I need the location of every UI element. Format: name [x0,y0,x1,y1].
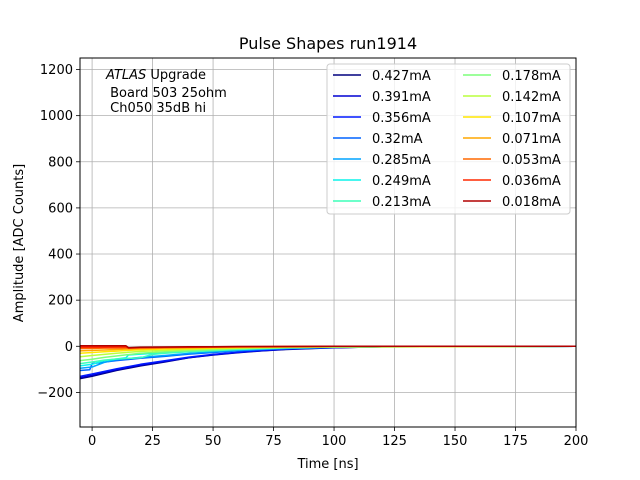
legend: 0.427mA 0.391mA 0.356mA 0.32mA 0.285mA 0.249m… [326,63,571,215]
x-tick-label: 75 [265,434,282,449]
y-tick-label: 800 [48,155,73,170]
legend-label: 0.213mA [372,195,431,210]
legend-label: 0.071mA [502,132,561,147]
legend-label: 0.249mA [372,174,431,189]
series-line-0.018mA [80,345,576,349]
legend-label: 0.391mA [372,90,431,105]
axis-ticks: 0 25 50 75 100 125 150 175 200 −200 0 200 400 600 800 1… [37,63,588,449]
x-tick-label: 125 [382,434,407,449]
legend-label: 0.285mA [372,153,431,168]
annotation-line-2: Board 503 25ohm [106,86,227,101]
x-tick-label: 0 [88,434,96,449]
annotation-line-3: Ch050 35dB hi [106,101,206,116]
legend-label: 0.178mA [502,69,561,84]
legend-label: 0.142mA [502,90,561,105]
annotation-atlas: ATLAS [105,68,146,83]
legend-box [326,63,571,215]
annotation-upgrade: Upgrade [146,68,206,83]
x-tick-label: 175 [503,434,528,449]
chart-title: Pulse Shapes run1914 [239,34,417,53]
plot-area-frame [79,57,577,428]
y-tick-label: 400 [48,248,73,263]
x-tick-label: 200 [564,434,589,449]
atlas-annotation: ATLAS Upgrade Board 503 25ohm Ch050 35dB… [105,68,227,116]
legend-label: 0.427mA [372,69,431,84]
x-axis-label: Time [ns] [296,457,358,472]
legend-label: 0.036mA [502,174,561,189]
x-tick-label: 100 [322,434,347,449]
legend-label: 0.356mA [372,111,431,126]
y-tick-label: 600 [48,201,73,216]
legend-label: 0.018mA [502,195,561,210]
y-tick-label: 200 [48,294,73,309]
legend-label: 0.107mA [502,111,561,126]
x-tick-label: 25 [144,434,161,449]
y-tick-label: −200 [37,386,73,401]
x-tick-label: 50 [205,434,222,449]
y-tick-label: 1200 [40,63,73,78]
x-tick-label: 150 [443,434,468,449]
legend-label: 0.32mA [372,132,423,147]
y-tick-label: 1000 [40,109,73,124]
series-lines [79,345,577,380]
y-axis-label: Amplitude [ADC Counts] [12,164,27,322]
annotation-line-1: ATLAS Upgrade [105,68,206,83]
y-tick-label: 0 [65,340,73,355]
legend-label: 0.053mA [502,153,561,168]
